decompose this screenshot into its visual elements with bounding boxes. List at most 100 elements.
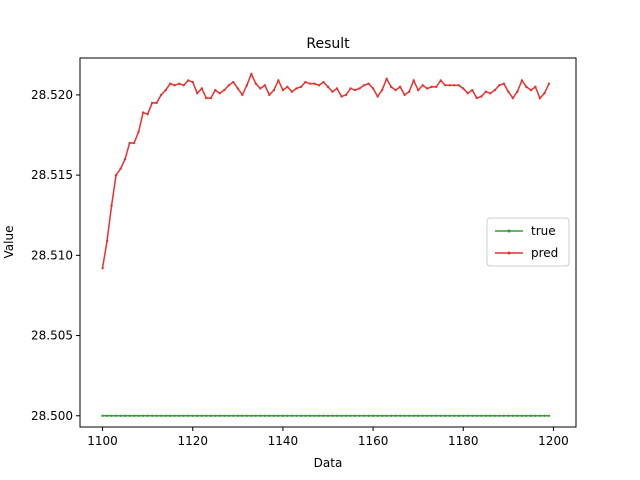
data-point-pred [128,141,131,145]
data-point-pred [525,85,528,89]
data-point-pred [520,79,524,82]
data-point-pred [132,141,136,145]
chart-title: Result [306,36,350,52]
data-point-pred [200,87,203,90]
data-point-true [304,414,307,417]
data-point-true [489,414,492,417]
data-point-true [502,414,506,417]
data-point-true [105,414,109,417]
data-point-true [268,414,271,417]
data-point-true [358,414,361,417]
legend-box [486,217,570,267]
data-point-pred [313,82,316,85]
data-point-true [353,414,357,417]
data-point-true [164,414,167,417]
legend-label-pred: pred [531,246,558,260]
data-point-true [435,414,438,417]
data-point-true [277,414,280,417]
series-pred [101,72,551,270]
y-tick-label: 28.510 [31,248,73,262]
data-point-pred [453,84,456,87]
data-point-true [520,414,524,417]
data-point-pred [218,92,221,95]
data-point-pred [416,88,420,92]
data-point-true [394,414,397,417]
data-point-true [480,414,483,417]
data-point-true [245,414,249,417]
y-tick-label: 28.520 [31,88,73,102]
data-point-pred [502,82,506,85]
data-point-true [286,414,289,417]
data-point-pred [421,84,424,87]
data-point-true [430,414,433,417]
data-point-true [250,414,253,417]
y-axis: 28.500 28.505 28.510 28.515 28.520 [31,88,80,423]
data-point-pred [308,82,312,85]
data-point-true [498,414,501,417]
data-point-pred [498,84,501,87]
x-tick-label: 1160 [358,434,389,448]
data-point-pred [489,92,492,95]
data-point-true [317,414,321,417]
data-point-true [543,414,546,417]
series-line-pred [101,72,550,269]
series-layer [101,72,551,417]
data-point-pred [182,84,185,87]
data-point-pred [173,84,176,87]
y-tick-label: 28.500 [31,409,73,423]
data-point-pred [353,88,357,92]
data-point-true [511,414,515,417]
data-point-true [178,414,181,417]
data-point-pred [214,88,217,92]
data-point-true [200,414,203,417]
data-point-true [371,414,375,417]
data-point-pred [245,84,249,87]
data-point-true [141,414,145,417]
data-point-pred [466,92,469,95]
data-point-true [462,414,465,417]
data-point-true [155,414,158,417]
data-point-true [223,414,226,417]
data-point-pred [146,112,149,116]
data-point-pred [371,87,375,90]
data-point-true [209,414,212,417]
data-point-true [471,414,474,417]
data-point-pred [462,87,465,90]
data-point-pred [150,101,154,105]
data-point-pred [426,87,429,90]
data-point-pred [475,96,478,100]
data-point-true [146,414,149,417]
data-point-pred [286,85,289,89]
data-point-pred [376,95,379,98]
data-point-true [453,414,456,417]
data-point-true [263,414,267,417]
data-point-true [150,414,154,417]
data-point-true [525,414,528,417]
data-point-pred [205,96,208,100]
legend-marker-pred [507,251,511,255]
data-point-true [114,414,118,417]
data-point-true [110,414,113,417]
x-axis-label: Data [314,456,343,470]
data-point-pred [435,85,438,89]
data-point-true [173,414,176,417]
data-point-true [344,414,348,417]
data-point-true [232,414,235,417]
data-point-true [218,414,221,417]
plot-frame [79,57,577,428]
data-point-true [403,414,406,417]
data-point-true [159,414,163,417]
data-point-true [281,414,285,417]
data-point-pred [236,87,240,90]
data-point-true [123,414,127,417]
data-point-true [412,414,415,417]
data-point-true [389,414,393,417]
data-point-true [349,414,352,417]
y-axis-label: Value [2,226,16,259]
data-point-pred [178,82,181,85]
data-point-pred [335,87,339,90]
series-true [101,414,551,417]
data-point-pred [263,84,267,87]
data-point-pred [232,80,235,84]
data-point-pred [444,84,447,87]
